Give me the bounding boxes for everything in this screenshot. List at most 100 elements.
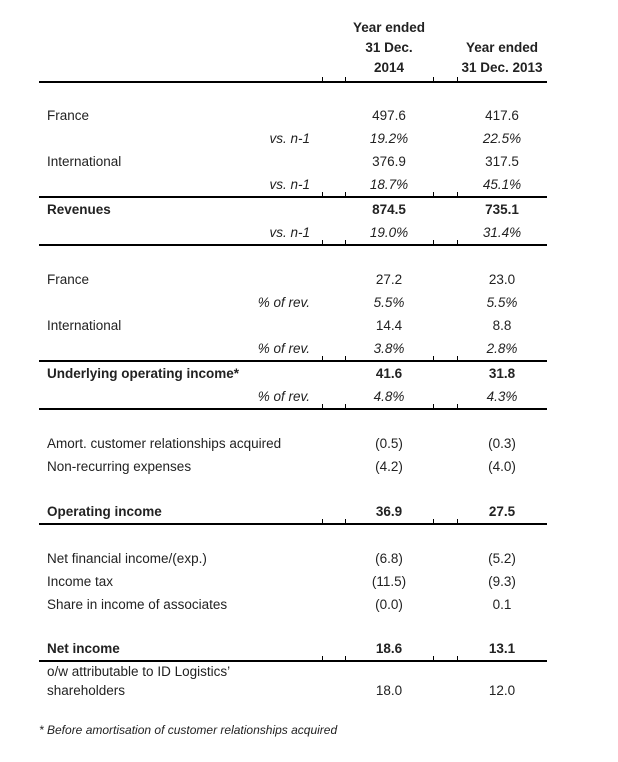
rule-tick bbox=[457, 519, 458, 523]
row-sublabel: vs. n-1 bbox=[269, 225, 310, 240]
value-2014: 18.7% bbox=[369, 177, 409, 192]
value-2014: 27.2 bbox=[375, 272, 403, 287]
label-cell: Income tax bbox=[39, 574, 322, 589]
column-header-line: Year ended bbox=[465, 40, 539, 55]
rule-tick bbox=[345, 519, 346, 523]
value-2014: 14.4 bbox=[375, 318, 403, 333]
rule-tick bbox=[345, 404, 346, 408]
rule-tick bbox=[457, 192, 458, 196]
value-2014: 19.0% bbox=[369, 225, 409, 240]
table-row: Revenues 874.5 735.1 bbox=[39, 198, 547, 221]
row-label: Underlying operating income* bbox=[47, 366, 240, 381]
label-cell: vs. n-1 bbox=[39, 131, 322, 146]
table-row: Net financial income/(exp.) (6.8) (5.2) bbox=[39, 547, 547, 570]
row-label: Amort. customer relationships acquired bbox=[47, 436, 282, 451]
table-row: Amort. customer relationships acquired (0… bbox=[39, 432, 547, 455]
label-cell: % of rev. bbox=[39, 295, 322, 310]
row-label: Share in income of associates bbox=[47, 597, 228, 612]
row-sublabel: % of rev. bbox=[257, 341, 310, 356]
row-spacer bbox=[39, 616, 547, 637]
column-header-line: Year ended bbox=[352, 20, 426, 35]
value-2013: 23.0 bbox=[488, 272, 516, 287]
value-2014: 4.8% bbox=[373, 389, 405, 404]
value-2013: 45.1% bbox=[482, 177, 522, 192]
rule-tick bbox=[457, 77, 458, 81]
table-row: France 27.2 23.0 bbox=[39, 268, 547, 291]
value-2013: 0.1 bbox=[492, 597, 512, 612]
rule-tick bbox=[322, 77, 323, 81]
footnote: * Before amortisation of customer relati… bbox=[39, 723, 338, 737]
rule-tick bbox=[457, 656, 458, 660]
row-label: Income tax bbox=[47, 574, 114, 589]
row-label: Net financial income/(exp.) bbox=[47, 551, 207, 566]
value-2014: 18.0 bbox=[375, 683, 403, 698]
table-rule bbox=[39, 192, 547, 198]
row-sublabel: vs. n-1 bbox=[269, 177, 310, 192]
label-cell: Underlying operating income* bbox=[39, 366, 322, 381]
row-label: France bbox=[47, 272, 90, 287]
row-label: Non-recurring expenses bbox=[47, 459, 192, 474]
income-statement-table: Year ended 31 Dec. 2014 Year ended 31 De… bbox=[39, 0, 547, 702]
table-row: % of rev. 5.5% 5.5% bbox=[39, 291, 547, 314]
label-cell: Amort. customer relationships acquired bbox=[39, 436, 322, 451]
row-label: Operating income bbox=[47, 504, 162, 519]
row-spacer bbox=[39, 83, 547, 104]
value-2014: 18.6 bbox=[375, 641, 403, 656]
value-2014: 497.6 bbox=[372, 108, 406, 123]
column-header-line: 31 Dec. 2013 bbox=[461, 60, 543, 75]
column-header-line: 31 Dec. bbox=[365, 40, 413, 55]
value-2013: (0.3) bbox=[488, 436, 516, 451]
table-row: vs. n-1 19.2% 22.5% bbox=[39, 127, 547, 150]
value-2014: (4.2) bbox=[375, 459, 403, 474]
rule-tick bbox=[433, 656, 434, 660]
row-label: Net income bbox=[47, 641, 120, 656]
table-row: o/w attributable to ID Logistics’ shareh… bbox=[39, 662, 547, 702]
table-row: Non-recurring expenses (4.2) (4.0) bbox=[39, 455, 547, 478]
table-row: Share in income of associates (0.0) 0.1 bbox=[39, 593, 547, 616]
value-2013: 27.5 bbox=[488, 504, 516, 519]
rule-tick bbox=[433, 404, 434, 408]
value-2014: (0.5) bbox=[375, 436, 403, 451]
value-2014: 376.9 bbox=[372, 154, 406, 169]
rule-tick bbox=[322, 356, 323, 360]
row-spacer bbox=[39, 525, 547, 547]
table-rule bbox=[39, 77, 547, 83]
rule-tick bbox=[433, 240, 434, 244]
table-row: vs. n-1 19.0% 31.4% bbox=[39, 221, 547, 244]
value-2013: 22.5% bbox=[482, 131, 522, 146]
label-cell: vs. n-1 bbox=[39, 225, 322, 240]
table-row: % of rev. 4.8% 4.3% bbox=[39, 385, 547, 408]
rule-tick bbox=[322, 404, 323, 408]
value-2013: 13.1 bbox=[488, 641, 516, 656]
rule-tick bbox=[433, 356, 434, 360]
table-row: vs. n-1 18.7% 45.1% bbox=[39, 173, 547, 196]
label-cell: Operating income bbox=[39, 504, 322, 519]
value-2013: 12.0 bbox=[488, 683, 516, 698]
rule-tick bbox=[433, 192, 434, 196]
rule-tick bbox=[457, 356, 458, 360]
value-2013: 31.4% bbox=[482, 225, 522, 240]
value-2013: (5.2) bbox=[488, 551, 516, 566]
value-2014: 874.5 bbox=[372, 202, 406, 217]
value-2014: (11.5) bbox=[371, 574, 407, 589]
table-rule bbox=[39, 519, 547, 525]
table-rule bbox=[39, 240, 547, 246]
table-body: France 497.6 417.6 vs. n-1 19.2% 22.5% Interna… bbox=[39, 83, 547, 702]
row-label: Revenues bbox=[47, 202, 111, 217]
value-2013: 31.8 bbox=[488, 366, 516, 381]
rule-tick bbox=[322, 192, 323, 196]
label-cell: vs. n-1 bbox=[39, 177, 322, 192]
row-sublabel: % of rev. bbox=[257, 389, 310, 404]
table-rule bbox=[39, 656, 547, 662]
row-spacer bbox=[39, 246, 547, 268]
table-row: Net income 18.6 13.1 bbox=[39, 637, 547, 660]
column-header-2013: Year ended 31 Dec. 2013 bbox=[457, 38, 547, 78]
table-row: Operating income 36.9 27.5 bbox=[39, 500, 547, 523]
label-cell: Non-recurring expenses bbox=[39, 459, 322, 474]
value-2013: 8.8 bbox=[492, 318, 512, 333]
table-row: Income tax (11.5) (9.3) bbox=[39, 570, 547, 593]
value-2014: 5.5% bbox=[373, 295, 405, 310]
column-header-line: 2014 bbox=[373, 60, 405, 75]
table-row: % of rev. 3.8% 2.8% bbox=[39, 337, 547, 360]
